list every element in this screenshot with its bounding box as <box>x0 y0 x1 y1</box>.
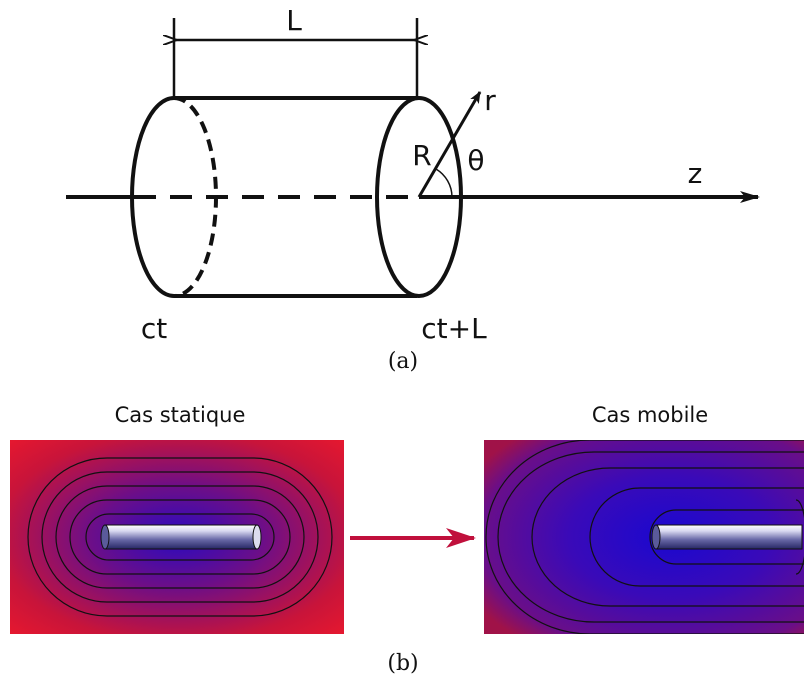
mobile-field-line <box>485 440 804 634</box>
static-field-line <box>85 513 275 561</box>
static-field-line <box>41 471 319 603</box>
mobile-rod <box>651 524 803 550</box>
static-field-line <box>55 485 305 589</box>
static-case-title: Cas statique <box>115 403 246 427</box>
mobile-field-line <box>589 487 804 587</box>
caption-a: (a) <box>388 349 418 374</box>
static-field-panel <box>10 440 344 634</box>
cylinder-diagram: L z r R θ ct ct+L (a) <box>66 4 760 374</box>
angle-arc <box>435 168 453 198</box>
static-field-line <box>27 457 333 617</box>
radial-vector <box>417 91 482 198</box>
mobile-case-title: Cas mobile <box>592 403 708 427</box>
mobile-field-line <box>649 509 804 565</box>
right-end-label: ct+L <box>421 312 487 345</box>
length-label: L <box>286 4 302 37</box>
mobile-field-line <box>497 451 804 623</box>
z-axis-label: z <box>688 157 703 190</box>
static-rod <box>100 524 262 550</box>
mobile-field-line <box>531 467 804 607</box>
angle-label: θ <box>467 144 484 177</box>
mobile-field-panel <box>484 440 804 634</box>
left-end-label: ct <box>141 312 167 345</box>
radial-axis-label: r <box>484 84 496 117</box>
mobile-field-line <box>795 499 804 575</box>
static-field-line <box>69 499 291 575</box>
radius-label: R <box>412 139 431 172</box>
caption-b: (b) <box>387 651 418 676</box>
